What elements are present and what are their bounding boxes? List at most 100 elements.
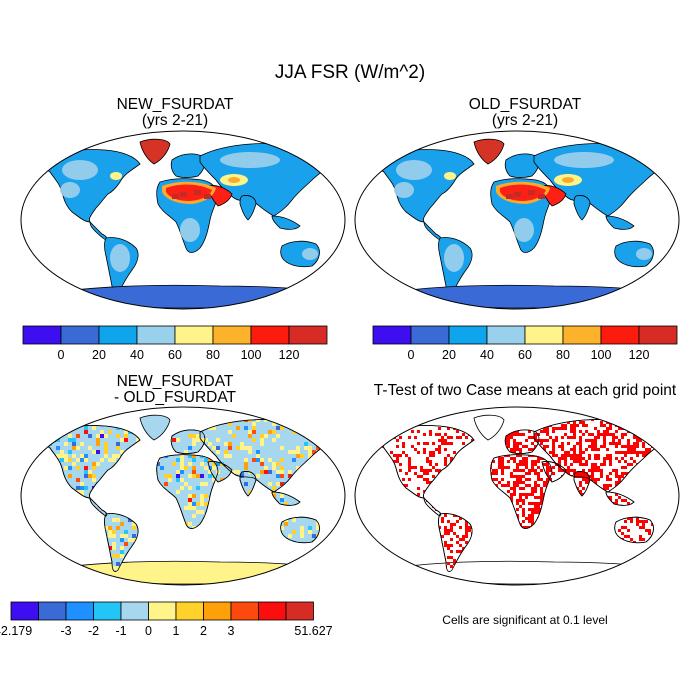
- diff-cell: [24, 418, 28, 422]
- diff-cell: [336, 458, 340, 462]
- diff-cell: [96, 442, 100, 446]
- diff-cell: [276, 542, 280, 546]
- diff-cell: [324, 522, 328, 526]
- diff-cell: [156, 510, 160, 514]
- diff-cell: [264, 502, 268, 506]
- diff-cell: [300, 550, 304, 554]
- diff-cell: [264, 490, 268, 494]
- diff-cell: [260, 486, 264, 490]
- diff-cell: [256, 498, 260, 502]
- diff-cell: [296, 418, 300, 422]
- diff-cell: [28, 558, 32, 562]
- diff-cell: [344, 482, 348, 486]
- diff-cell: [344, 422, 348, 426]
- diff-cell: [256, 410, 260, 414]
- diff-cell: [172, 538, 176, 542]
- diff-cell: [344, 514, 348, 518]
- diff-cell: [100, 518, 104, 522]
- diff-cell: [88, 526, 92, 530]
- diff-cell: [100, 494, 104, 498]
- diff-cell: [52, 418, 56, 422]
- diff-cell: [208, 530, 212, 534]
- diff-cell: [100, 430, 104, 434]
- diff-cell: [312, 562, 316, 566]
- diff-cell: [132, 450, 136, 454]
- diff-cell: [180, 414, 184, 418]
- diff-cell: [164, 546, 168, 550]
- land-light-patch: [110, 244, 130, 272]
- diff-cell: [60, 418, 64, 422]
- diff-cell: [244, 530, 248, 534]
- diff-cell: [120, 502, 124, 506]
- diff-cell: [124, 466, 128, 470]
- diff-cell: [144, 454, 148, 458]
- diff-cell: [92, 534, 96, 538]
- diff-cell: [48, 582, 52, 586]
- diff-cell: [324, 414, 328, 418]
- diff-cell: [296, 478, 300, 482]
- diff-cell: [64, 510, 68, 514]
- diff-cell: [148, 486, 152, 490]
- diff-cell: [28, 550, 32, 554]
- diff-cell: [100, 458, 104, 462]
- diff-cell: [64, 454, 68, 458]
- diff-cell: [28, 542, 32, 546]
- diff-cell: [248, 406, 252, 410]
- diff-cell: [228, 418, 232, 422]
- diff-cell: [180, 418, 184, 422]
- diff-cell: [32, 406, 36, 410]
- diff-cell: [96, 578, 100, 582]
- diff-cell: [240, 406, 244, 410]
- diff-cell: [32, 422, 36, 426]
- diff-cell: [92, 406, 96, 410]
- diff-cell: [36, 570, 40, 574]
- diff-cell: [236, 494, 240, 498]
- diff-cell: [20, 438, 24, 442]
- map-new-fsurdat: [20, 130, 346, 310]
- diff-cell: [44, 494, 48, 498]
- diff-cell: [172, 542, 176, 546]
- diff-cell: [152, 490, 156, 494]
- diff-cell: [212, 498, 216, 502]
- diff-cell: [316, 502, 320, 506]
- diff-cell: [340, 562, 344, 566]
- diff-cell: [156, 502, 160, 506]
- diff-cell: [104, 454, 108, 458]
- diff-cell: [52, 422, 56, 426]
- diff-cell: [212, 510, 216, 514]
- diff-cell: [300, 546, 304, 550]
- diff-cell: [264, 494, 268, 498]
- diff-cell: [180, 414, 184, 418]
- diff-cell: [180, 410, 184, 414]
- diff-cell: [284, 410, 288, 414]
- diff-cell: [76, 530, 80, 534]
- diff-cell: [100, 522, 104, 526]
- diff-cell: [164, 502, 168, 506]
- diff-cell: [128, 406, 132, 410]
- diff-cell: [24, 570, 28, 574]
- diff-cell: [76, 522, 80, 526]
- diff-cell: [168, 510, 172, 514]
- diff-cell: [20, 550, 24, 554]
- diff-cell: [48, 518, 52, 522]
- diff-cell: [304, 558, 308, 562]
- diff-cell: [68, 494, 72, 498]
- diff-cell: [260, 526, 264, 530]
- diff-cell: [248, 506, 252, 510]
- map-frame: [20, 130, 346, 310]
- diff-cell: [20, 458, 24, 462]
- diff-cell: [268, 542, 272, 546]
- diff-cell: [144, 458, 148, 462]
- diff-cell: [308, 554, 312, 558]
- diff-cell: [20, 466, 24, 470]
- diff-cell: [328, 550, 332, 554]
- diff-cell: [300, 470, 304, 474]
- desert-hot-cell: [204, 194, 211, 199]
- diff-cell: [24, 414, 28, 418]
- diff-cell: [120, 462, 124, 466]
- diff-cell: [36, 566, 40, 570]
- diff-cell: [152, 554, 156, 558]
- diff-cell: [132, 502, 136, 506]
- diff-cell: [104, 446, 108, 450]
- diff-cell: [72, 425, 76, 426]
